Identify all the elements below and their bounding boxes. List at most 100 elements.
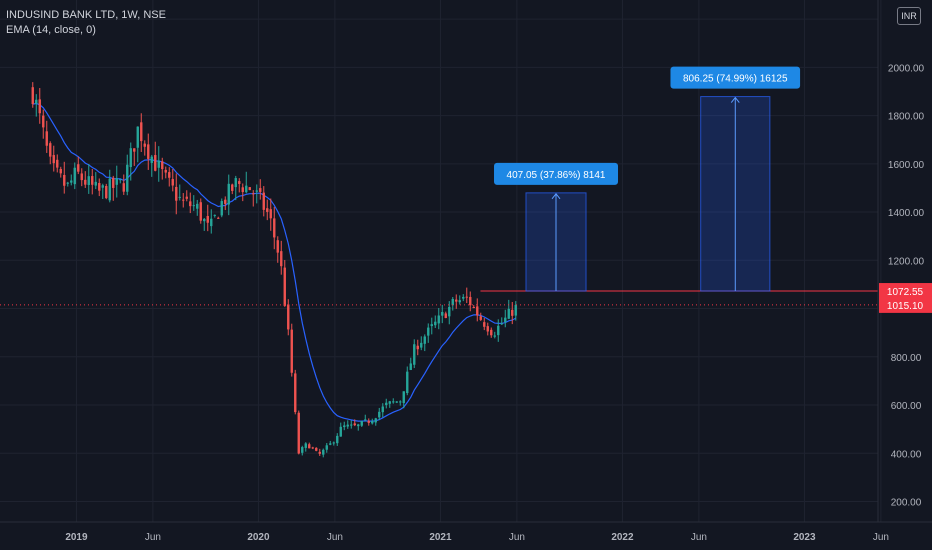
candle-body [346, 424, 349, 427]
candle-body [126, 164, 129, 192]
candle-body [350, 424, 353, 426]
candle-body [217, 217, 220, 219]
candle-body [143, 143, 146, 147]
symbol-title[interactable]: INDUSIND BANK LTD, 1W, NSE [6, 9, 166, 21]
candle-body [472, 307, 475, 309]
resistance-price-tag-bg [879, 283, 932, 300]
candle-body [395, 401, 398, 403]
candle-body [31, 87, 34, 105]
candle-body [287, 304, 290, 330]
ema-indicator-label[interactable]: EMA (14, close, 0) [6, 24, 96, 36]
candle-body [325, 445, 328, 450]
candle-body [332, 442, 335, 444]
chart-legend: INDUSIND BANK LTD, 1W, NSE EMA (14, clos… [6, 8, 166, 38]
measure-label-box [494, 162, 619, 185]
candle-body [66, 182, 69, 184]
x-tick-label: 2019 [65, 532, 88, 543]
last-price-tag-bg [879, 296, 932, 313]
candle-body [420, 342, 423, 348]
candle-body [469, 296, 472, 306]
candle-body [94, 181, 97, 186]
candle-body [175, 186, 178, 201]
candle-body [437, 315, 440, 324]
candle-body [45, 131, 48, 146]
candle-body [367, 420, 370, 423]
candle-body [59, 168, 62, 174]
candle-body [322, 449, 325, 455]
candle-body [105, 185, 108, 199]
candle-body [56, 159, 59, 168]
candle-body [416, 345, 419, 350]
candle-body [252, 193, 255, 195]
candle-body [339, 426, 342, 437]
candle-body [63, 174, 66, 186]
candle-body [357, 424, 360, 427]
candle-body [157, 160, 160, 168]
candle-body [301, 447, 304, 453]
x-tick-label: Jun [327, 532, 343, 543]
measure-tool-1[interactable]: 407.05 (37.86%) 8141 [494, 162, 619, 292]
candle-body [388, 401, 391, 404]
drawing-overlays: 407.05 (37.86%) 8141 806.25 (74.99%) 1612… [0, 66, 878, 306]
candle-body [164, 169, 167, 173]
candle-body [308, 444, 311, 449]
resistance-price-tag: 1072.55 [887, 287, 924, 298]
candle-body [276, 240, 279, 253]
candle-body [297, 412, 300, 454]
candle-body [189, 201, 192, 207]
candle-body [192, 205, 195, 207]
candle-body [178, 196, 181, 198]
measure-tool-2[interactable]: 806.25 (74.99%) 16125 [670, 66, 801, 292]
currency-button[interactable]: INR [897, 7, 921, 25]
candle-body [49, 143, 52, 157]
candle-body [413, 344, 416, 365]
candle-body [378, 411, 381, 418]
candle-body [343, 425, 346, 428]
candle-body [206, 215, 209, 223]
candle-body [458, 300, 461, 303]
candle-body [462, 296, 465, 299]
candle-body [119, 179, 122, 181]
candle-body [91, 176, 94, 185]
measure-arrow-head [551, 193, 561, 200]
candle-body [465, 296, 468, 298]
candle-body [182, 199, 185, 201]
candle-body [329, 443, 332, 445]
candle-body [101, 185, 104, 188]
candle-body [315, 447, 318, 451]
candle-body [294, 373, 297, 413]
candle-body [73, 167, 76, 185]
candle-body [318, 451, 321, 454]
candle-body [140, 122, 143, 142]
candle-body [255, 190, 258, 192]
candle-body [283, 267, 286, 306]
candles-layer [31, 82, 517, 458]
candle-body [199, 202, 202, 221]
y-tick-label: 1800.00 [888, 112, 925, 123]
candle-body [273, 218, 276, 238]
candle-body [38, 99, 41, 114]
candle-body [486, 326, 489, 332]
candle-body [171, 179, 174, 186]
candle-body [227, 183, 230, 205]
measure-label: 806.25 (74.99%) 16125 [683, 74, 788, 85]
candle-body [213, 214, 216, 216]
last-price-tag: 1015.10 [887, 301, 924, 312]
candle-body [248, 187, 251, 191]
candle-body [371, 421, 374, 424]
candle-body [353, 423, 356, 426]
candle-body [455, 299, 458, 302]
y-tick-label: 1600.00 [888, 160, 925, 171]
candle-body [402, 391, 405, 404]
candle-body [392, 401, 395, 403]
y-tick-label: 1200.00 [888, 256, 925, 267]
candle-body [150, 156, 153, 163]
candle-body [98, 183, 101, 191]
candle-body [241, 187, 244, 193]
ema-line [32, 102, 517, 422]
y-tick-label: 800.00 [891, 353, 922, 364]
candle-body [476, 306, 479, 316]
candle-body [483, 322, 486, 327]
